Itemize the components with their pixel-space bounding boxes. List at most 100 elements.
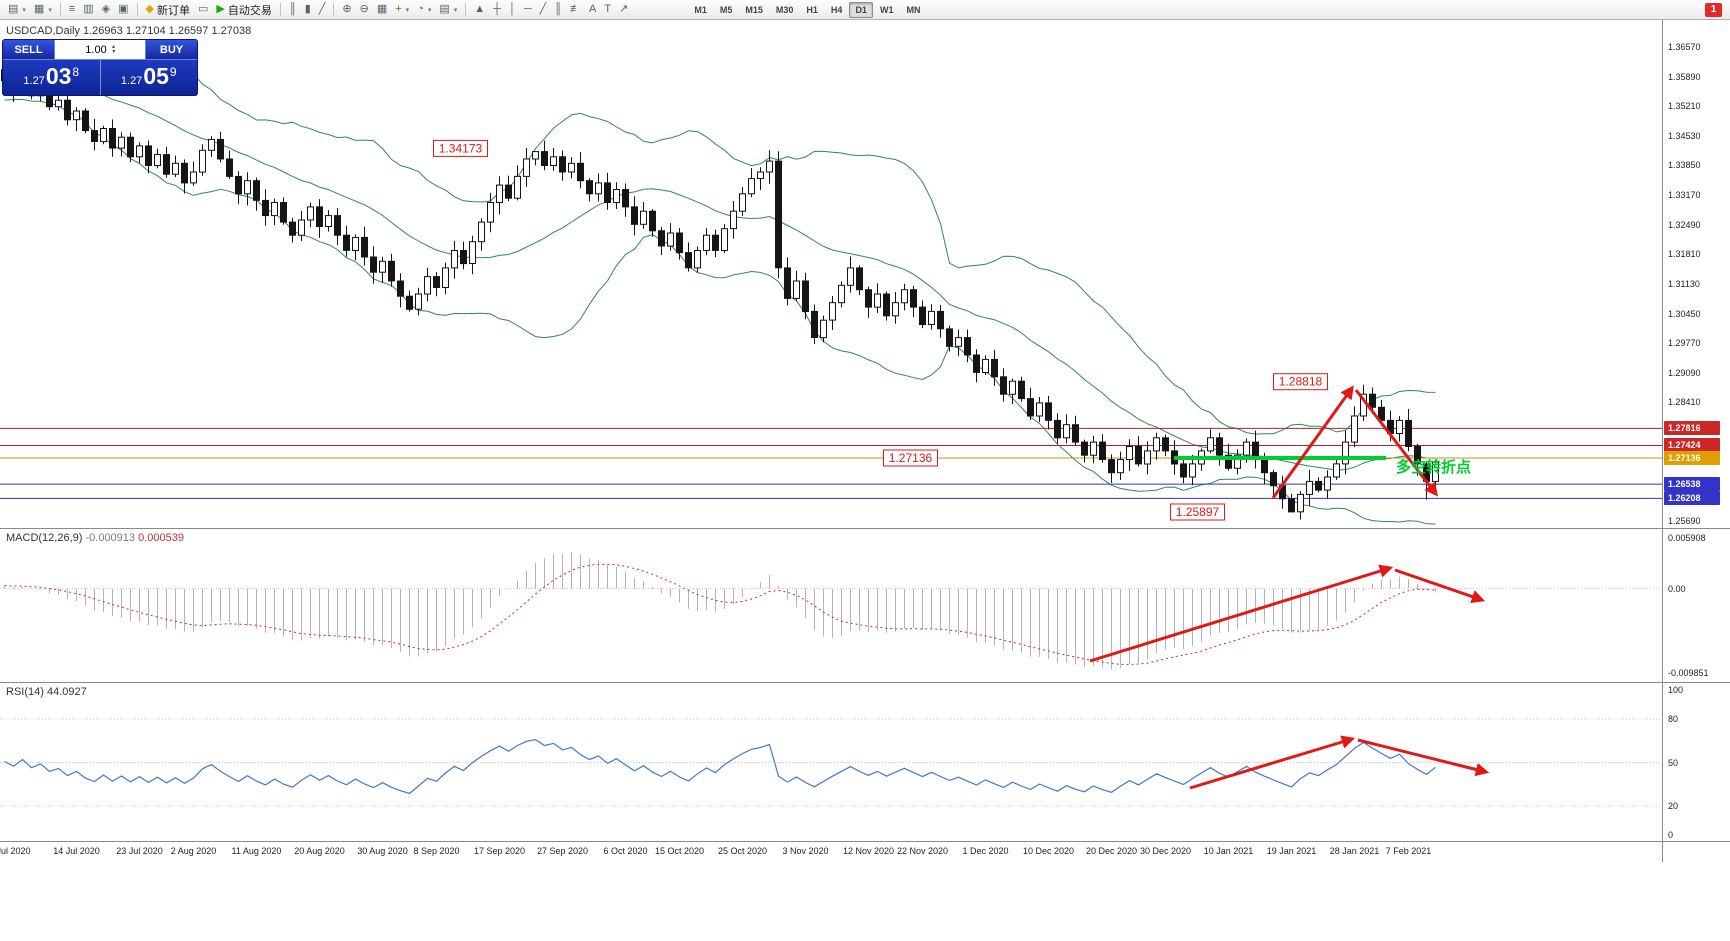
new-order-button[interactable]: ◆ 新订单 (142, 1, 194, 18)
templates-button-dropdown-icon[interactable]: ▾ (453, 6, 458, 14)
price-line-label-1.27816: 1.27816 (1664, 421, 1720, 435)
indicators-button-dropdown-icon[interactable]: ▾ (405, 6, 410, 14)
sell-button[interactable]: SELL (3, 40, 55, 59)
trend-arrow-macd-2[interactable] (1394, 568, 1486, 604)
new-order-button-label: 新订单 (157, 4, 191, 17)
date-label: 30 Dec 2020 (1139, 846, 1192, 856)
rsi-chart-canvas[interactable] (0, 682, 1662, 841)
toolbar-separator (465, 3, 467, 16)
navigator-button[interactable]: ◈ (98, 1, 114, 18)
vertical-line-icon: │ (508, 3, 516, 15)
price-chart-canvas[interactable]: 1.34173 1.28818 1.27136 1.25897 多空转折点 (0, 20, 1662, 528)
price-annotation-1.25897[interactable]: 1.25897 (1170, 503, 1225, 521)
price-annotation-1.28818[interactable]: 1.28818 (1273, 373, 1328, 391)
notification-badge[interactable]: 1 (1705, 2, 1722, 17)
timeframe-m30-button[interactable]: M30 (775, 4, 794, 15)
text-button[interactable]: A (585, 1, 600, 18)
price-annotation-1.27136[interactable]: 1.27136 (883, 449, 938, 467)
date-label: 25 Oct 2020 (717, 846, 768, 856)
volume-down-icon[interactable]: ▾ (111, 48, 115, 55)
macd-signal-value: 0.000539 (138, 532, 184, 544)
date-label: 6 Oct 2020 (603, 846, 648, 856)
horizontal-line-button[interactable]: ─ (520, 1, 536, 18)
crosshair-button[interactable]: ┼ (489, 1, 505, 18)
macd-chart-canvas[interactable] (0, 528, 1662, 682)
date-label: 3 Nov 2020 (782, 846, 829, 856)
volume-stepper[interactable]: ▴ ▾ (111, 43, 115, 55)
data-window-button[interactable]: ▥ (79, 1, 97, 18)
profiles-button[interactable]: ▦ ▾ (30, 1, 56, 18)
fibonacci-button[interactable]: ≢ (566, 1, 585, 18)
buy-button[interactable]: BUY (145, 40, 197, 59)
profiles-button-dropdown-icon[interactable]: ▾ (48, 6, 52, 14)
volume-field[interactable]: 1.00 ▴ ▾ (55, 40, 145, 59)
line-chart-button[interactable]: ╱ (315, 1, 330, 18)
vertical-line-button[interactable]: │ (505, 1, 520, 18)
macd-signal-line[interactable] (4, 563, 1436, 665)
autotrading-button[interactable]: ▶ 自动交易 (212, 1, 275, 18)
bollinger-upper-band[interactable] (4, 50, 1436, 435)
periods-button-dropdown-icon[interactable]: ▾ (427, 6, 432, 14)
bar-chart-button[interactable]: ║ (285, 1, 301, 18)
trend-arrow-rsi-1[interactable] (1189, 735, 1356, 790)
candlestick-chart-button[interactable]: ▮ (301, 1, 315, 18)
new-chart-icon: ▤ (8, 3, 19, 15)
pane-splitter-macd[interactable] (0, 528, 1730, 529)
new-chart-button[interactable]: ▤ ▾ (4, 1, 30, 18)
timeframe-m5-button[interactable]: M5 (719, 4, 733, 15)
date-label: 1 Dec 2020 (962, 846, 1009, 856)
trend-arrow-price-1[interactable] (1271, 385, 1354, 499)
date-label: 10 Dec 2020 (1022, 846, 1075, 856)
trend-arrow-price-2[interactable] (1354, 389, 1439, 497)
arrow-tools-button[interactable]: ↗ (615, 1, 632, 18)
rsi-tick: 0 (1668, 830, 1674, 840)
buy-price-sup: 9 (169, 65, 177, 79)
cursor-button[interactable]: ▲ (470, 1, 489, 18)
date-label: 15 Oct 2020 (654, 846, 705, 856)
metaeditor-button[interactable]: ▭ (194, 1, 212, 18)
sell-price-prefix: 1.27 (23, 75, 45, 87)
pane-splitter-rsi[interactable] (0, 682, 1730, 683)
chart-window: 1.34173 1.28818 1.27136 1.25897 多空转折点 USDCAD… (0, 20, 1730, 941)
market-watch-button[interactable]: ≡ (65, 1, 79, 18)
price-annotation-1.34173[interactable]: 1.34173 (433, 139, 488, 157)
timeframe-h4-button[interactable]: H4 (830, 4, 843, 15)
buy-price[interactable]: 1.27 05 9 (101, 60, 198, 95)
channel-icon: ║ (554, 3, 563, 15)
tile-windows-button[interactable]: ▦ (373, 1, 391, 18)
timeframe-d1-button[interactable]: D1 (849, 1, 873, 18)
line-chart-icon: ╱ (318, 3, 326, 15)
zoom-in-button[interactable]: ⊕ (338, 1, 355, 18)
label-button[interactable]: T (600, 1, 615, 18)
indicators-button[interactable]: + ▾ (391, 1, 413, 18)
trend-arrow-macd-1[interactable] (1089, 564, 1394, 663)
timeframe-h1-button[interactable]: H1 (806, 4, 818, 15)
time-axis[interactable]: Jul 2020 14 Jul 2020 23 Jul 2020 2 Aug 2020… (0, 841, 1662, 862)
trendline-button[interactable]: ╱ (536, 1, 551, 18)
rsi-name: RSI(14) (6, 686, 44, 698)
volume-up-icon[interactable]: ▴ (111, 43, 115, 50)
trend-arrow-rsi-2[interactable] (1357, 738, 1490, 777)
price-line-label-1.27136: 1.27136 (1664, 451, 1720, 465)
autotrading-icon: ▶ (216, 3, 225, 15)
terminal-button[interactable]: ▣ (114, 1, 132, 18)
timeframe-m15-button[interactable]: M15 (745, 4, 763, 15)
timeframe-w1-button[interactable]: W1 (879, 4, 894, 15)
timeframe-mn-button[interactable]: MN (906, 4, 921, 15)
channel-button[interactable]: ║ (550, 1, 566, 18)
new-chart-button-dropdown-icon[interactable]: ▾ (22, 6, 26, 14)
bollinger-lower-band[interactable] (4, 98, 1436, 525)
rsi-line[interactable] (4, 738, 1436, 795)
timeframe-m1-button[interactable]: M1 (694, 4, 707, 15)
date-label: 10 Jan 2021 (1203, 846, 1254, 856)
macd-indicator-label: MACD(12,26,9) -0.000913 0.000539 (6, 532, 184, 544)
zoom-out-button[interactable]: ⊖ (356, 1, 373, 18)
terminal-icon: ▣ (118, 3, 129, 15)
price-scale[interactable]: 1.36570 1.35890 1.35210 1.34530 1.33850 1.331… (1662, 20, 1730, 862)
date-label: 27 Sep 2020 (536, 846, 589, 856)
sell-price[interactable]: 1.27 03 8 (3, 60, 100, 95)
periods-button[interactable]: ◔ ▾ (413, 1, 435, 18)
templates-button[interactable]: ▤ ▾ (435, 1, 461, 18)
turning-point-note[interactable]: 多空转折点 (1396, 458, 1471, 476)
